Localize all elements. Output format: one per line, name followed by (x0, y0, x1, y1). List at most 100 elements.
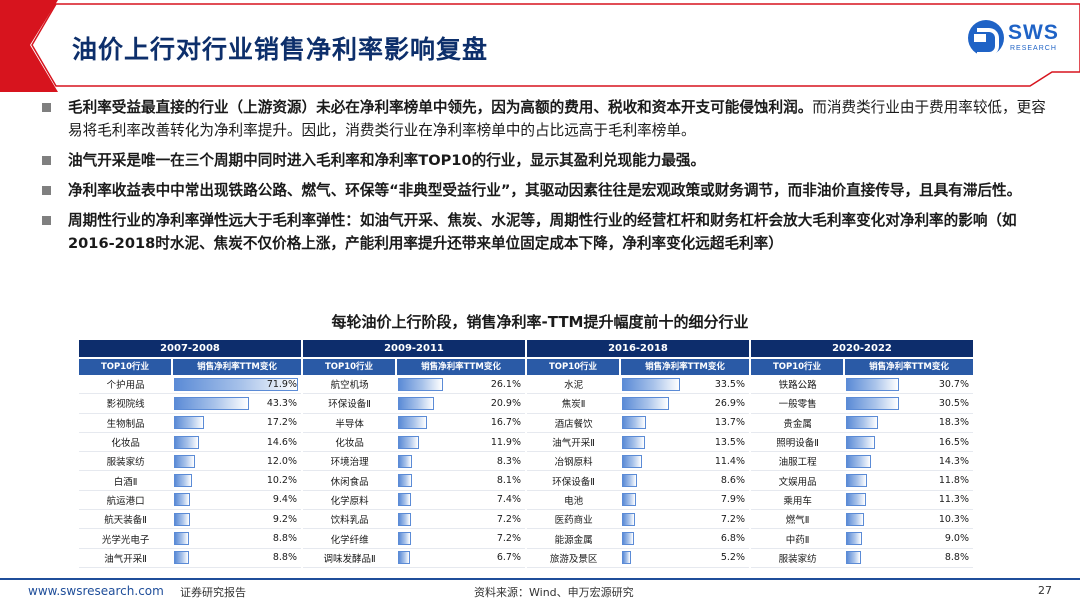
table-row: 乘用车 11.3% (751, 491, 973, 511)
value-bar (846, 493, 866, 507)
value-label: 11.3% (938, 494, 969, 506)
period-header: 2020-2022 (751, 340, 975, 357)
table-row: 休闲食品 8.1% (303, 471, 525, 491)
value-cell: 8.3% (396, 453, 525, 470)
column-header-value: 销售净利率TTM变化 (397, 359, 527, 375)
slide-title: 油价上行对行业销售净利率影响复盘 (72, 35, 489, 64)
value-cell: 10.3% (844, 511, 973, 528)
value-cell: 11.8% (844, 472, 973, 489)
value-cell: 10.2% (172, 472, 301, 489)
table-row: 航空机场 26.1% (303, 375, 525, 395)
value-cell: 33.5% (620, 376, 749, 393)
bullet-normal-text: 而消费类行业由于费用率较低，更容易将毛利率改善转化为净利率提升。因此，消费类行业… (68, 99, 1046, 139)
table-row: 饮料乳品 7.2% (303, 510, 525, 530)
value-label: 6.7% (496, 552, 521, 564)
value-bar (846, 551, 862, 565)
value-cell: 9.2% (172, 511, 301, 528)
column-header-value: 销售净利率TTM变化 (173, 359, 303, 375)
table-row: 服装家纺 8.8% (751, 549, 973, 568)
industry-name: 生物制品 (106, 418, 145, 430)
industry-name: 照明设备Ⅱ (776, 438, 819, 450)
column-header-row: TOP10行业 销售净利率TTM变化 TOP10行业 销售净利率TTM变化 TO… (79, 359, 975, 375)
value-cell: 11.4% (620, 453, 749, 470)
value-bar (398, 377, 444, 391)
value-cell: 6.7% (396, 549, 525, 566)
period-column: 个护用品 71.9% 影视院线 43.3% 生物制品 17.2% 化妆品 14.6% 服装家纺 1… (79, 375, 303, 568)
industry-name: 冶钢原料 (554, 457, 593, 469)
value-cell: 16.5% (844, 434, 973, 451)
table-row: 照明设备Ⅱ 16.5% (751, 433, 973, 453)
value-bar (846, 532, 862, 546)
value-cell: 26.9% (620, 395, 749, 412)
value-bar (846, 454, 871, 468)
value-bar (398, 532, 411, 546)
value-cell: 7.4% (396, 491, 525, 508)
table-row: 中药Ⅱ 9.0% (751, 529, 973, 549)
value-label: 7.4% (496, 494, 521, 506)
value-label: 9.0% (944, 533, 969, 545)
value-cell: 8.6% (620, 472, 749, 489)
value-cell: 7.9% (620, 491, 749, 508)
value-bar (174, 532, 190, 546)
value-bar (846, 512, 864, 526)
value-label: 7.2% (496, 533, 521, 545)
column-header-value: 销售净利率TTM变化 (845, 359, 975, 375)
logo-text: SWS (1008, 21, 1059, 44)
value-label: 16.7% (490, 417, 521, 429)
table-row: 电池 7.9% (527, 491, 749, 511)
industry-name: 酒店餐饮 (554, 418, 593, 430)
table-row: 燃气Ⅱ 10.3% (751, 510, 973, 530)
industry-name: 环保设备Ⅱ (328, 399, 371, 411)
table-row: 水泥 33.5% (527, 375, 749, 395)
sws-logo: SWS RESEARCH (968, 20, 1072, 60)
bullet-bold-text: 周期性行业的净利率弹性远大于毛利率弹性：如油气开采、焦炭、水泥等，周期性行业的经… (68, 212, 1017, 252)
value-label: 11.4% (714, 455, 745, 467)
table-row: 焦炭Ⅱ 26.9% (527, 394, 749, 414)
value-cell: 17.2% (172, 414, 301, 431)
value-cell: 13.7% (620, 414, 749, 431)
value-cell: 7.2% (396, 511, 525, 528)
column-header-industry: TOP10行业 (79, 359, 173, 375)
value-cell: 8.8% (844, 549, 973, 566)
period-header: 2016-2018 (527, 340, 751, 357)
industry-name: 油气开采Ⅱ (104, 553, 147, 565)
footer-report-type: 证券研究报告 (180, 586, 246, 599)
value-cell: 6.8% (620, 530, 749, 547)
value-label: 9.2% (272, 513, 297, 525)
value-bar (398, 474, 413, 488)
value-bar (398, 551, 410, 565)
value-label: 11.9% (490, 436, 521, 448)
industry-name: 油气开采Ⅱ (552, 438, 595, 450)
value-bar (622, 551, 632, 565)
industry-name: 乘用车 (783, 495, 812, 507)
value-cell: 13.5% (620, 434, 749, 451)
value-cell: 8.8% (172, 530, 301, 547)
column-header-value: 销售净利率TTM变化 (621, 359, 751, 375)
industry-name: 化妆品 (111, 438, 140, 450)
square-bullet-icon (42, 216, 51, 225)
footer-website-link[interactable]: www.swsresearch.com (28, 584, 164, 598)
value-bar (398, 396, 435, 410)
value-label: 33.5% (714, 378, 745, 390)
value-label: 9.4% (272, 494, 297, 506)
value-label: 11.8% (938, 475, 969, 487)
table-row: 油气开采Ⅱ 8.8% (79, 549, 301, 568)
column-header-industry: TOP10行业 (527, 359, 621, 375)
value-bar (622, 435, 646, 449)
slide-header: 油价上行对行业销售净利率影响复盘 SWS RESEARCH (0, 0, 1080, 92)
table-row: 白酒Ⅱ 10.2% (79, 471, 301, 491)
table-row: 化学原料 7.4% (303, 491, 525, 511)
value-cell: 8.1% (396, 472, 525, 489)
industry-name: 化妆品 (335, 438, 364, 450)
column-header-industry: TOP10行业 (751, 359, 845, 375)
period-column: 航空机场 26.1% 环保设备Ⅱ 20.9% 半导体 16.7% 化妆品 11.9% 环境治理 8… (303, 375, 527, 568)
bullet-item: 净利率收益表中中常出现铁路公路、燃气、环保等“非典型受益行业”，其驱动因素往往是… (40, 179, 1050, 202)
industry-name: 环保设备Ⅱ (552, 476, 595, 488)
value-bar (174, 493, 191, 507)
bullet-list: 毛利率受益最直接的行业（上游资源）未必在净利率榜单中领先，因为高额的费用、税收和… (40, 96, 1050, 262)
value-bar (846, 396, 899, 410)
industry-ranking-table: 2007-2008 2009-2011 2016-2018 2020-2022 … (79, 340, 975, 568)
value-label: 30.7% (938, 378, 969, 390)
value-bar (174, 454, 195, 468)
industry-name: 燃气Ⅱ (785, 515, 810, 527)
